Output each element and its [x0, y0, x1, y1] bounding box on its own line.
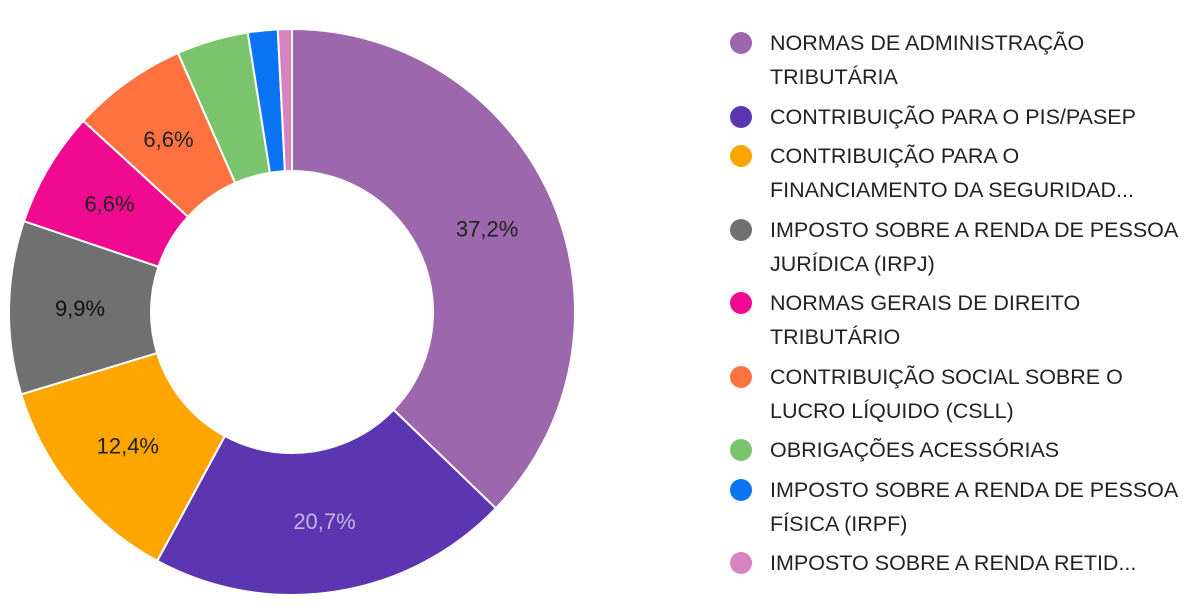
legend-item-2: CONTRIBUIÇÃO PARA O FINANCIAMENTO DA SEG… — [728, 139, 1193, 207]
legend-swatch-1 — [730, 105, 752, 128]
legend-item-5: CONTRIBUIÇÃO SOCIAL SOBRE O LUCRO LÍQUID… — [728, 360, 1193, 428]
legend-swatch-5 — [730, 365, 752, 388]
slice-label-0: 37,2% — [456, 217, 518, 242]
legend-swatch-7 — [730, 478, 752, 501]
legend-item-7: IMPOSTO SOBRE A RENDA DE PESSOA FÍSICA (… — [728, 473, 1193, 541]
legend-item-0: NORMAS DE ADMINISTRAÇÃO TRIBUTÁRIA — [728, 26, 1193, 94]
legend-swatch-3 — [730, 218, 752, 241]
slice-0 — [291, 27, 576, 510]
legend-label-5: CONTRIBUIÇÃO SOCIAL SOBRE O LUCRO LÍQUID… — [770, 364, 1123, 423]
legend-item-3: IMPOSTO SOBRE A RENDA DE PESSOA JURÍDICA… — [728, 213, 1193, 281]
legend-label-8: IMPOSTO SOBRE A RENDA RETID... — [770, 551, 1137, 575]
legend-label-6: OBRIGAÇÕES ACESSÓRIAS — [770, 438, 1060, 462]
legend-swatch-8 — [730, 552, 752, 574]
legend-label-4: NORMAS GERAIS DE DIREITO TRIBUTÁRIO — [770, 291, 1081, 349]
legend-item-8: IMPOSTO SOBRE A RENDA RETID... — [728, 546, 1193, 580]
donut-plot: 37,2% 20,7% 12,4% 9,9% 6,6% 6,6% — [8, 27, 576, 596]
slice-label-4: 6,6% — [84, 192, 134, 217]
legend-label-1: CONTRIBUIÇÃO PARA O PIS/PASEP — [770, 104, 1136, 129]
slice-label-2: 12,4% — [97, 434, 159, 459]
legend-swatch-0 — [730, 32, 752, 54]
legend-label-7: IMPOSTO SOBRE A RENDA DE PESSOA FÍSICA (… — [770, 477, 1178, 536]
slice-label-1: 20,7% — [293, 509, 355, 534]
legend-swatch-4 — [730, 292, 752, 314]
slice-label-5: 6,6% — [143, 127, 193, 152]
slice-1 — [155, 408, 498, 596]
slice-8 — [276, 27, 293, 173]
legend-swatch-2 — [730, 145, 752, 167]
legend-label-2: CONTRIBUIÇÃO PARA O FINANCIAMENTO DA SEG… — [770, 144, 1134, 202]
legend-swatch-6 — [730, 439, 752, 461]
legend-label-3: IMPOSTO SOBRE A RENDA DE PESSOA JURÍDICA… — [770, 217, 1178, 276]
legend-item-1: CONTRIBUIÇÃO PARA O PIS/PASEP — [728, 100, 1193, 134]
slice-label-3: 9,9% — [55, 296, 105, 321]
legend: NORMAS DE ADMINISTRAÇÃO TRIBUTÁRIA CONTRI… — [728, 26, 1193, 586]
legend-label-0: NORMAS DE ADMINISTRAÇÃO TRIBUTÁRIA — [770, 31, 1085, 89]
legend-item-6: OBRIGAÇÕES ACESSÓRIAS — [728, 433, 1193, 467]
legend-item-4: NORMAS GERAIS DE DIREITO TRIBUTÁRIO — [728, 286, 1193, 354]
